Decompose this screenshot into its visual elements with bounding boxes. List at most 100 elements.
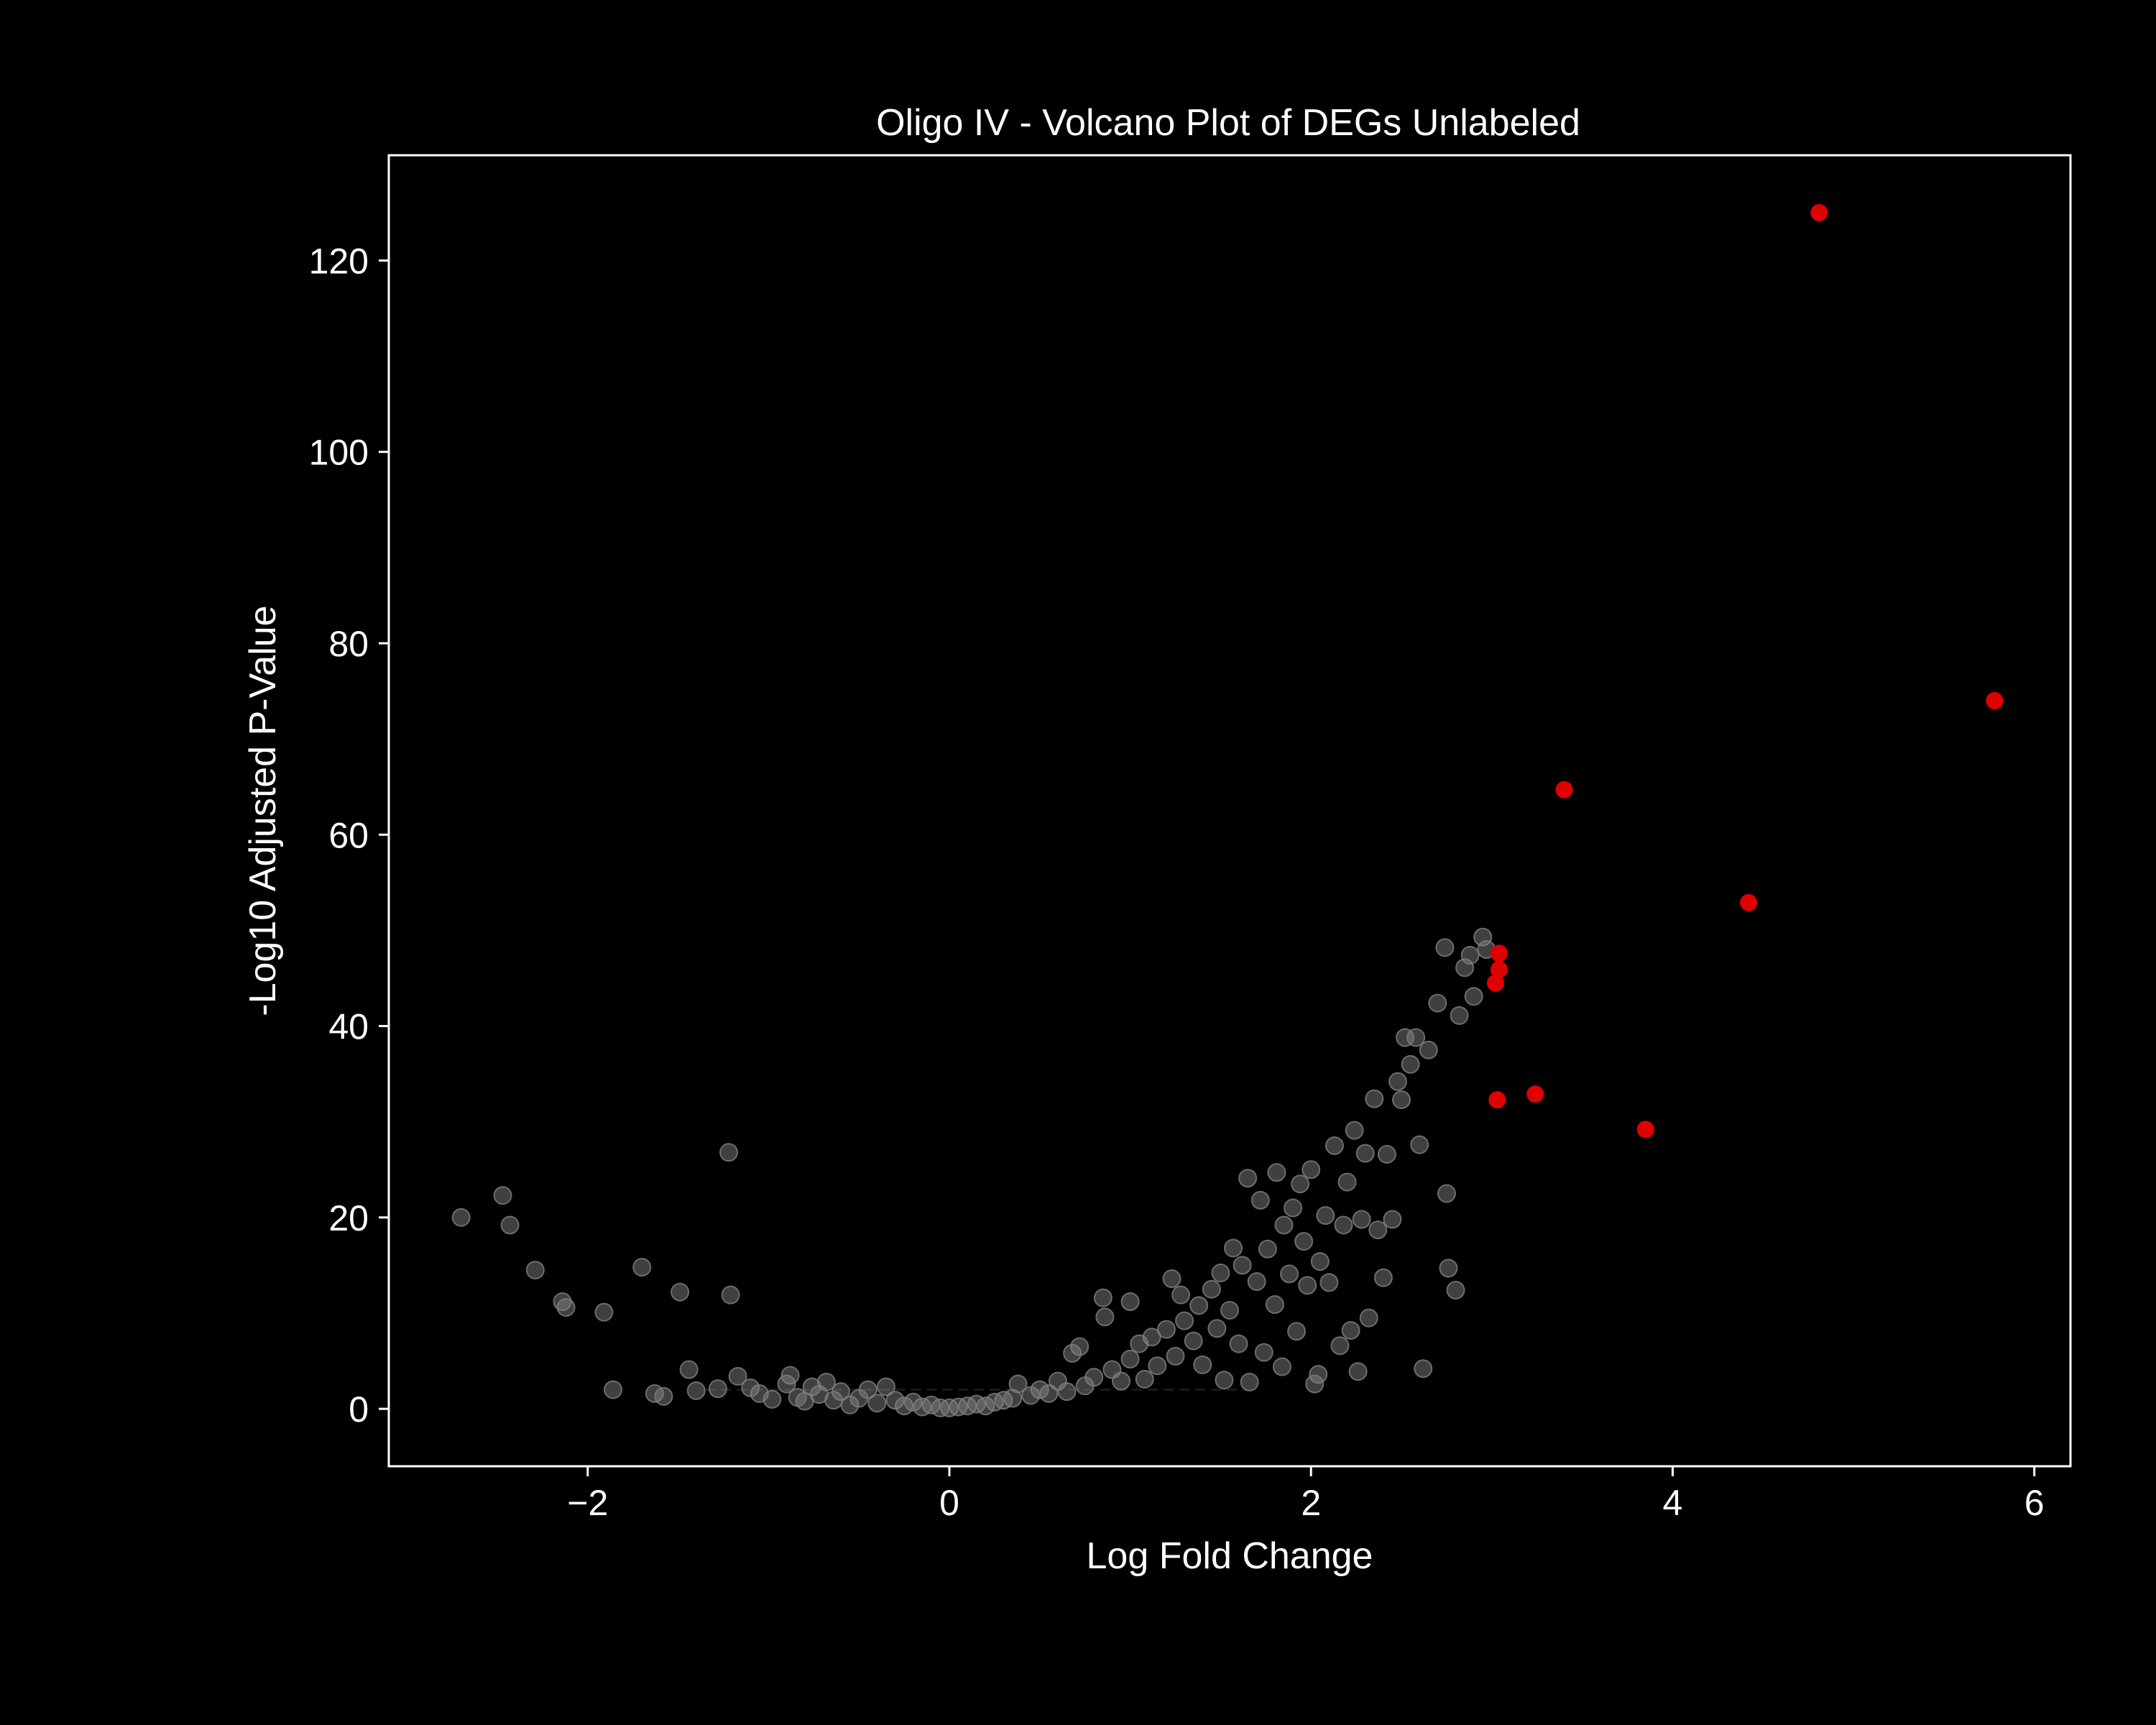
data-point-nonsignificant (1211, 1264, 1230, 1283)
data-point-nonsignificant (1450, 1006, 1469, 1025)
data-point-nonsignificant (1135, 1369, 1154, 1389)
data-point-nonsignificant (1410, 1135, 1429, 1154)
data-point-nonsignificant (1202, 1279, 1221, 1299)
data-point-nonsignificant (1093, 1288, 1112, 1307)
y-tick-label: 100 (309, 433, 369, 473)
data-point-nonsignificant (831, 1382, 851, 1402)
data-point-nonsignificant (1330, 1336, 1350, 1356)
data-point-nonsignificant (1184, 1331, 1203, 1351)
data-point-nonsignificant (1464, 987, 1483, 1006)
data-point-nonsignificant (780, 1366, 800, 1385)
data-point-nonsignificant (1435, 938, 1455, 957)
data-point-nonsignificant (556, 1297, 576, 1317)
data-point-nonsignificant (500, 1215, 520, 1235)
data-point-nonsignificant (1265, 1294, 1284, 1314)
data-point-significant (1636, 1121, 1654, 1138)
y-tick-label: 0 (349, 1389, 369, 1430)
data-point-nonsignificant (1368, 1220, 1388, 1240)
data-point-nonsignificant (1348, 1362, 1368, 1381)
data-point-nonsignificant (686, 1381, 706, 1400)
y-tick-label: 80 (328, 624, 369, 664)
data-point-nonsignificant (1341, 1320, 1360, 1340)
data-point-nonsignificant (604, 1380, 622, 1399)
y-axis-label: -Log10 Adjusted P-Value (242, 605, 284, 1016)
x-tick-label: 4 (1663, 1483, 1683, 1523)
data-point-nonsignificant (728, 1366, 747, 1386)
data-point-nonsignificant (1294, 1232, 1314, 1251)
data-point-nonsignificant (1365, 1089, 1384, 1108)
x-tick-label: −2 (567, 1483, 608, 1523)
x-tick-label: 2 (1301, 1483, 1321, 1523)
data-point-nonsignificant (708, 1379, 727, 1399)
y-tick-label: 40 (328, 1007, 369, 1047)
data-point-nonsignificant (1373, 1268, 1393, 1287)
data-point-nonsignificant (1220, 1300, 1239, 1320)
data-point-nonsignificant (679, 1360, 699, 1379)
data-point-nonsignificant (1392, 1090, 1411, 1110)
data-point-nonsignificant (1070, 1337, 1089, 1356)
data-point-nonsignificant (1156, 1320, 1176, 1339)
data-point-nonsignificant (493, 1186, 512, 1205)
data-point-nonsignificant (858, 1380, 877, 1399)
data-point-nonsignificant (1359, 1308, 1378, 1328)
data-point-nonsignificant (1377, 1144, 1396, 1164)
data-point-nonsignificant (1383, 1210, 1402, 1229)
data-point-nonsignificant (816, 1372, 836, 1392)
data-point-nonsignificant (1287, 1322, 1307, 1341)
data-point-nonsignificant (594, 1302, 614, 1322)
y-tick-label: 20 (328, 1198, 369, 1238)
data-point-nonsignificant (719, 1143, 739, 1162)
x-axis-label: Log Fold Change (1087, 1535, 1373, 1577)
data-point-nonsignificant (1229, 1334, 1248, 1353)
data-point-nonsignificant (1171, 1285, 1191, 1305)
data-point-nonsignificant (1352, 1210, 1371, 1229)
data-point-nonsignificant (1057, 1382, 1077, 1402)
data-point-nonsignificant (1258, 1239, 1277, 1259)
data-point-nonsignificant (1388, 1072, 1407, 1091)
data-point-nonsignificant (1406, 1028, 1426, 1047)
data-point-nonsignificant (1112, 1371, 1131, 1391)
data-point-nonsignificant (867, 1394, 887, 1413)
x-tick-label: 0 (939, 1483, 959, 1523)
data-point-nonsignificant (1142, 1328, 1161, 1347)
data-point-nonsignificant (721, 1285, 740, 1305)
data-point-nonsignificant (1280, 1264, 1299, 1284)
data-point-nonsignificant (1446, 1281, 1465, 1300)
data-point-nonsignificant (451, 1208, 471, 1227)
data-point-nonsignificant (1419, 1040, 1438, 1059)
data-point-significant (1490, 961, 1508, 979)
plot-frame (387, 154, 2072, 1468)
data-point-nonsignificant (1193, 1355, 1212, 1374)
data-point-nonsignificant (1355, 1144, 1375, 1163)
data-point-nonsignificant (671, 1282, 690, 1302)
data-point-nonsignificant (1039, 1384, 1059, 1403)
data-point-nonsignificant (1189, 1296, 1209, 1315)
data-point-nonsignificant (1291, 1174, 1310, 1194)
y-tick-label: 60 (328, 815, 369, 855)
data-point-nonsignificant (1302, 1160, 1321, 1179)
x-tick-label: 6 (2024, 1483, 2045, 1523)
data-point-nonsignificant (1319, 1273, 1339, 1292)
data-point-nonsignificant (1298, 1276, 1317, 1295)
data-point-significant (1488, 1091, 1506, 1109)
data-point-nonsignificant (1334, 1215, 1353, 1235)
data-point-nonsignificant (1233, 1256, 1252, 1275)
data-point-nonsignificant (1460, 946, 1480, 965)
data-point-nonsignificant (1254, 1343, 1273, 1362)
data-point-nonsignificant (1238, 1169, 1258, 1188)
data-point-nonsignificant (1084, 1368, 1104, 1387)
data-point-nonsignificant (1414, 1359, 1433, 1379)
data-point-nonsignificant (1148, 1356, 1167, 1376)
data-point-nonsignificant (654, 1386, 673, 1406)
data-point-nonsignificant (1439, 1259, 1458, 1278)
data-point-nonsignificant (1272, 1357, 1291, 1376)
y-tick-label: 120 (309, 241, 369, 281)
data-point-nonsignificant (1247, 1272, 1266, 1292)
chart-title: Oligo IV - Volcano Plot of DEGs Unlabele… (876, 102, 1580, 144)
data-point-significant (1740, 893, 1758, 911)
data-point-nonsignificant (1428, 993, 1447, 1013)
data-point-nonsignificant (1162, 1269, 1181, 1289)
data-point-nonsignificant (1250, 1190, 1270, 1210)
